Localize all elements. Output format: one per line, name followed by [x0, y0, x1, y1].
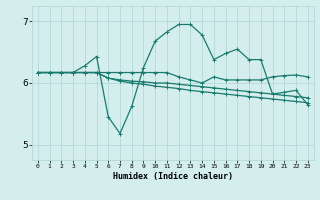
X-axis label: Humidex (Indice chaleur): Humidex (Indice chaleur) — [113, 172, 233, 181]
